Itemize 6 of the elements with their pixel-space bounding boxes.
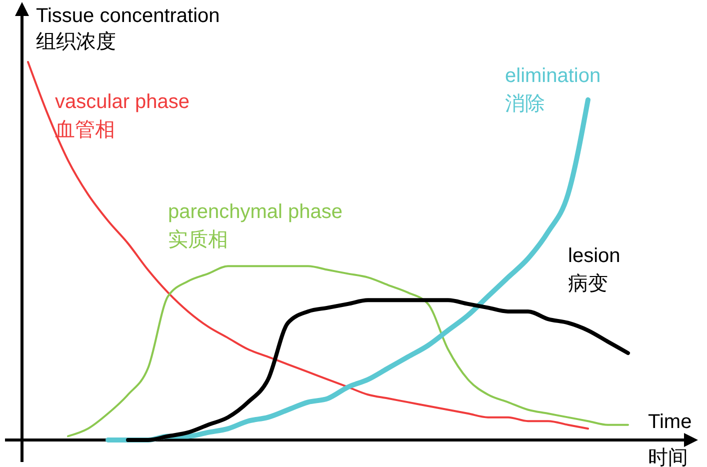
series-label: elimination 消除 [505, 65, 601, 115]
series-label: lesion 病变 [568, 245, 620, 295]
x-axis-title: Time 时间 [648, 411, 692, 467]
series-label: vascular phase 血管相 [55, 91, 190, 141]
series-label: parenchymal phase 实质相 [168, 201, 343, 251]
y-axis-title: Tissue concentration 组织浓度 [36, 5, 220, 53]
